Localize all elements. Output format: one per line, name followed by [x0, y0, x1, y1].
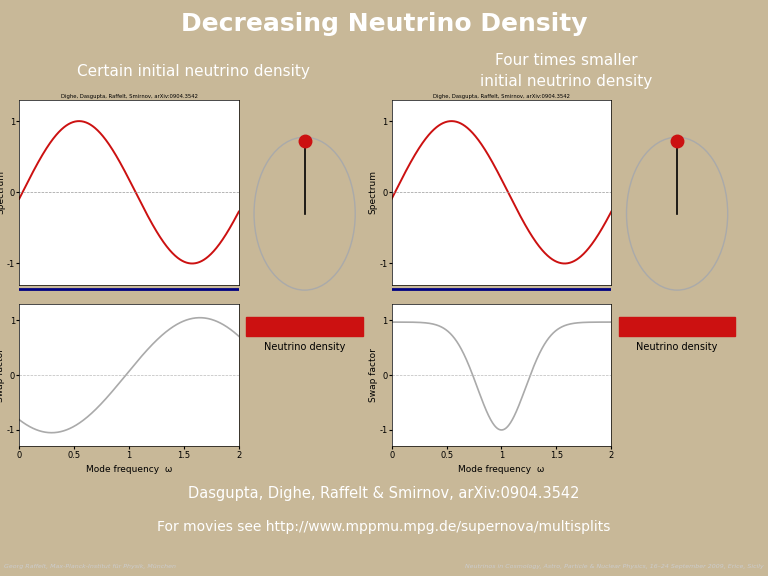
Text: Neutrinos in Cosmology, Astro, Particle & Nuclear Physics, 16–24 September 2009,: Neutrinos in Cosmology, Astro, Particle …	[465, 564, 764, 569]
Text: Neutrino density: Neutrino density	[264, 342, 346, 352]
Y-axis label: Swap factor: Swap factor	[369, 348, 378, 402]
Text: Georg Raffelt, Max-Planck-Institut für Physik, München: Georg Raffelt, Max-Planck-Institut für P…	[4, 564, 176, 569]
Text: Four times smaller
initial neutrino density: Four times smaller initial neutrino dens…	[480, 53, 653, 89]
Text: Dasgupta, Dighe, Raffelt & Smirnov, arXiv:0904.3542: Dasgupta, Dighe, Raffelt & Smirnov, arXi…	[188, 486, 580, 501]
Y-axis label: Spectrum: Spectrum	[0, 170, 5, 214]
Text: Decreasing Neutrino Density: Decreasing Neutrino Density	[180, 12, 588, 36]
Bar	[247, 317, 363, 336]
X-axis label: Mode frequency  ω: Mode frequency ω	[458, 465, 545, 474]
Text: For movies see http://www.mppmu.mpg.de/supernova/multisplits: For movies see http://www.mppmu.mpg.de/s…	[157, 520, 611, 534]
Y-axis label: Spectrum: Spectrum	[369, 170, 378, 214]
Text: Dighe, Dasgupta, Raffelt, Smirnov, arXiv:0904.3542: Dighe, Dasgupta, Raffelt, Smirnov, arXiv…	[433, 94, 570, 99]
X-axis label: Mode frequency  ω: Mode frequency ω	[86, 465, 172, 474]
Y-axis label: Swap factor: Swap factor	[0, 348, 5, 402]
Bar	[619, 317, 736, 336]
Text: Neutrino density: Neutrino density	[637, 342, 718, 352]
Text: Dighe, Dasgupta, Raffelt, Smirnov, arXiv:0904.3542: Dighe, Dasgupta, Raffelt, Smirnov, arXiv…	[61, 94, 197, 99]
Text: Certain initial neutrino density: Certain initial neutrino density	[78, 63, 310, 79]
